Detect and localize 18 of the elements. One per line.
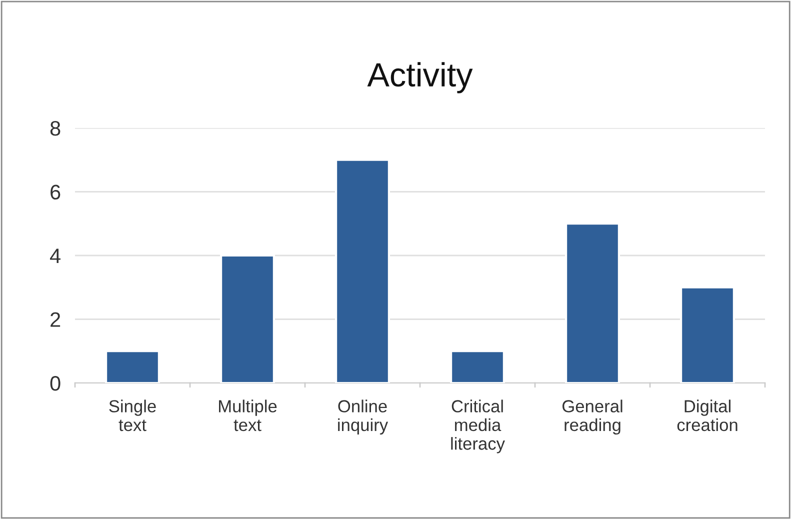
bar	[450, 350, 505, 383]
y-tick-label: 0	[50, 376, 60, 391]
chart-title: Activity	[367, 62, 473, 94]
x-tick-label: Critical media literacy	[451, 400, 505, 454]
y-tick-label: 8	[50, 121, 60, 136]
bar	[105, 350, 160, 383]
bar	[220, 254, 275, 383]
x-tick-label: Single text	[109, 400, 156, 432]
y-tick-label: 6	[50, 184, 60, 200]
y-tick-label: 2	[50, 312, 60, 327]
y-tick-label: 4	[50, 248, 60, 264]
bar	[680, 286, 735, 383]
x-tick-label: Multiple text	[219, 400, 277, 432]
x-tick-label: General reading	[562, 400, 622, 435]
x-tick-label: Online inquiry	[338, 400, 388, 435]
bar	[565, 222, 620, 383]
x-tick-label: Digital creation	[677, 400, 738, 432]
bar	[335, 158, 390, 383]
